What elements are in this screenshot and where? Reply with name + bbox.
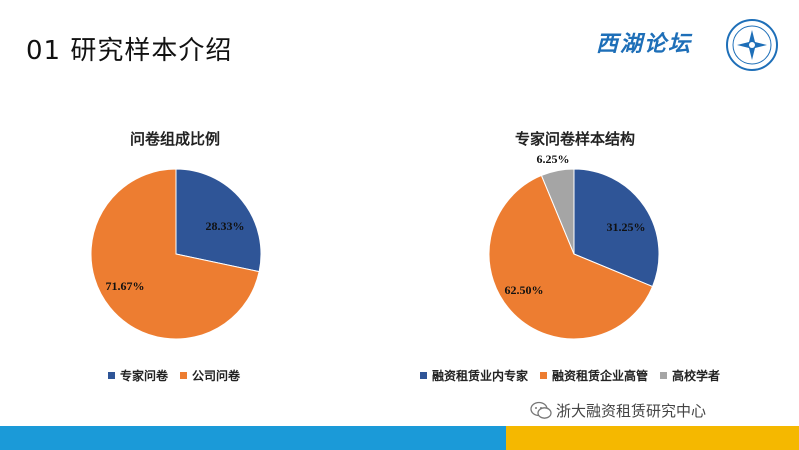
pie-slice [540, 168, 575, 255]
legend-swatch [108, 372, 115, 379]
legend-label: 融资租赁企业高管 [552, 369, 649, 383]
legend-item: 高校学者 [660, 367, 720, 384]
chart-1-title: 问卷组成比例 [129, 130, 220, 148]
legend-item: 融资租赁企业高管 [540, 367, 648, 384]
data-label: 31.25% [607, 220, 646, 234]
seal-icon [726, 19, 778, 71]
brand-logo: 西湖论坛 [596, 22, 692, 62]
legend-label: 融资租赁业内专家 [432, 369, 529, 383]
chart-1-legend: 专家问卷 公司问卷 [108, 367, 252, 384]
pie-slice [573, 168, 660, 288]
footer-brand: 浙大融资租赁研究中心 [530, 400, 706, 421]
pie-chart-1: 28.33% 71.67% [90, 168, 262, 340]
data-label: 62.50% [505, 283, 544, 297]
footer-bar-yellow [506, 426, 799, 450]
legend-swatch [180, 372, 188, 379]
legend-label: 专家问卷 [120, 369, 169, 383]
chart-2-legend: 融资租赁业内专家 融资租赁企业高管 高校学者 [420, 367, 732, 384]
chart-2-title: 专家问卷样本结构 [514, 130, 635, 148]
pie-slice [488, 174, 654, 340]
data-label: 71.67% [106, 279, 145, 293]
legend-label: 公司问卷 [192, 369, 241, 383]
chart-1: 28.33% 71.67% [90, 168, 262, 340]
footer-text: 浙大融资租赁研究中心 [556, 402, 707, 420]
legend-item: 融资租赁业内专家 [420, 367, 528, 384]
wechat-icon [530, 401, 552, 419]
legend-item: 公司问卷 [180, 367, 240, 384]
brand-text: 西湖论坛 [596, 31, 693, 57]
data-label: 28.33% [206, 219, 245, 233]
data-label: 6.25% [537, 152, 570, 166]
legend-swatch [660, 372, 668, 379]
pie-slice [90, 168, 260, 340]
legend-label: 高校学者 [672, 369, 721, 383]
legend-swatch [540, 372, 548, 379]
legend-swatch [420, 372, 427, 379]
legend-item: 专家问卷 [108, 367, 168, 384]
page-title: 01 研究样本介绍 [26, 36, 233, 66]
pie-slice [175, 168, 262, 273]
footer-bar-blue [0, 426, 506, 450]
